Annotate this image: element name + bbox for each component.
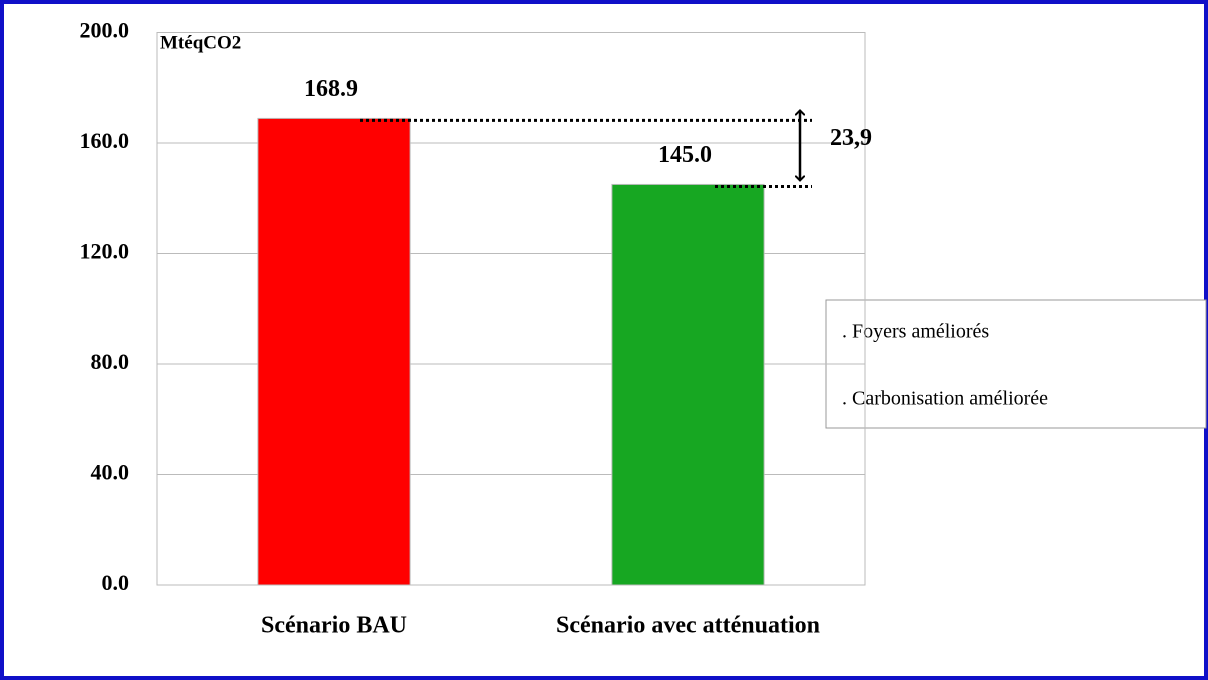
y-tick-label: 0.0 bbox=[102, 570, 130, 595]
y-tick-label: 160.0 bbox=[80, 128, 130, 153]
text-box bbox=[825, 299, 1207, 429]
y-tick-label: 80.0 bbox=[91, 349, 130, 374]
text-box-line: . Carbonisation améliorée bbox=[842, 388, 1048, 410]
y-axis-unit: MtéqCO2 bbox=[160, 32, 241, 53]
data-label: 168.9 bbox=[304, 76, 358, 102]
x-tick-label: Scénario avec atténuation bbox=[556, 613, 820, 639]
y-tick-label: 120.0 bbox=[80, 239, 130, 264]
bar bbox=[257, 117, 411, 586]
data-label: 145.0 bbox=[658, 142, 712, 168]
difference-label: 23,9 bbox=[830, 125, 872, 151]
y-tick-label: 40.0 bbox=[91, 460, 130, 485]
bar bbox=[611, 183, 765, 586]
y-tick-label: 200.0 bbox=[80, 18, 130, 43]
text-box-line: . Foyers améliorés bbox=[842, 321, 989, 343]
x-tick-label: Scénario BAU bbox=[261, 613, 407, 639]
